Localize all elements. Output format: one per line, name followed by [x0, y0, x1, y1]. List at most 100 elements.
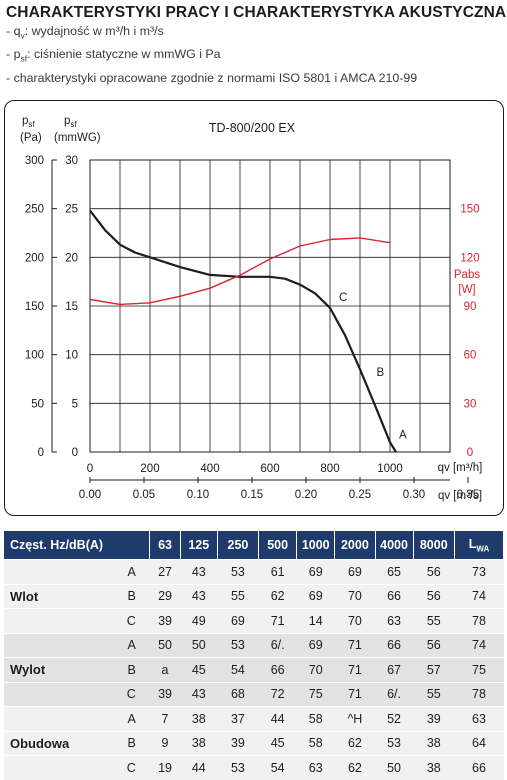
value-cell: 55: [413, 608, 455, 633]
value-cell: 38: [413, 755, 455, 780]
power-curve: [89, 237, 391, 306]
value-cell: 53: [375, 730, 414, 756]
mmwg-tick-label: 25: [65, 204, 78, 216]
value-cell: 39: [149, 681, 181, 707]
note-standards: - charakterystyki opracowane zgodnie z n…: [6, 70, 418, 85]
value-cell: 78: [454, 681, 504, 707]
value-cell: 69: [296, 632, 335, 658]
header-cell: 250: [217, 531, 260, 560]
value-cell: 43: [180, 559, 218, 584]
table-row: Wlot B 29 43 55 62 69 70 66 56 74: [4, 583, 504, 609]
note-qv: - qv: wydajność w m³/h i m³/s: [6, 24, 164, 41]
value-cell: 14: [296, 608, 335, 633]
watt-tick-label: 150: [460, 204, 479, 216]
value-cell: 56: [413, 559, 455, 584]
watt-tick-label: 0: [467, 447, 473, 459]
point-label-a: A: [399, 429, 407, 441]
mmwg-tick-label: 15: [65, 301, 78, 313]
value-cell: 44: [258, 706, 297, 731]
value-cell: 63: [454, 706, 504, 731]
value-cell: 66: [375, 583, 414, 609]
value-cell: 58: [296, 730, 335, 756]
value-cell: 54: [258, 755, 297, 780]
value-cell: 39: [217, 730, 259, 756]
pa-tick-label: 100: [25, 350, 44, 362]
value-cell: 70: [296, 657, 335, 682]
value-cell: 67: [375, 657, 414, 682]
value-cell: 66: [375, 632, 414, 658]
x-tick-label: 800: [320, 463, 339, 475]
mmwg-tick-label: 10: [65, 350, 78, 362]
x2-tick-label: 0.20: [295, 489, 317, 501]
group-label: [4, 608, 100, 633]
x-tick-label: 600: [260, 463, 279, 475]
point-label-c: C: [339, 292, 347, 304]
pa-tick-label: 300: [25, 155, 44, 167]
value-cell: 44: [180, 755, 218, 780]
value-cell: a: [149, 657, 181, 682]
value-cell: 9: [149, 730, 181, 756]
value-cell: 73: [454, 559, 504, 584]
value-cell: 53: [217, 755, 259, 780]
value-cell: 6/.: [375, 681, 414, 707]
value-cell: 75: [296, 681, 335, 707]
value-cell: 62: [258, 583, 297, 609]
value-cell: 29: [149, 583, 181, 609]
value-cell: 66: [258, 657, 297, 682]
value-cell: 69: [296, 583, 335, 609]
watt-tick-label: 60: [464, 350, 477, 362]
operating-point-cell: A: [99, 632, 150, 658]
x2-axis-label: qv [m³/s]: [438, 490, 482, 502]
value-cell: 52: [375, 706, 414, 731]
watt-tick-label: 90: [464, 301, 477, 313]
value-cell: 57: [413, 657, 455, 682]
value-cell: 62: [334, 730, 376, 756]
value-cell: 69: [334, 559, 376, 584]
value-cell: 53: [217, 559, 259, 584]
watt-tick-label: 30: [464, 398, 477, 410]
operating-point-cell: C: [99, 608, 150, 633]
table-header-row: Częst. Hz/dB(A) 63 125 250 500 1000 2000…: [4, 531, 505, 560]
value-cell: 68: [217, 681, 259, 707]
value-cell: 71: [334, 681, 376, 707]
group-label: Obudowa: [4, 730, 100, 756]
performance-chart: 0501001502002503000510152025300306090120…: [20, 115, 482, 502]
value-cell: 71: [258, 608, 297, 633]
pa-tick-label: 50: [31, 398, 44, 410]
group-label: [4, 755, 100, 780]
value-cell: 74: [454, 632, 504, 658]
y-right-label: Pabs: [454, 269, 480, 281]
operating-point-cell: A: [99, 559, 150, 584]
group-label: [4, 681, 100, 707]
value-cell: 45: [180, 657, 218, 682]
x2-tick-label: 0.00: [79, 489, 101, 501]
value-cell: 64: [454, 730, 504, 756]
table-row: A 7 38 37 44 58 ^H 52 39 63: [4, 706, 504, 731]
group-label: Wlot: [4, 583, 100, 609]
table-row: C 39 43 68 72 75 71 6/. 55 78: [4, 681, 504, 707]
point-label-b: B: [377, 367, 385, 379]
table-row: Obudowa B 9 38 39 45 58 62 53 38 64: [4, 730, 504, 756]
note-psf: - psf: ciśnienie statyczne w mmWG i Pa: [6, 47, 221, 64]
header-cell: 500: [258, 531, 298, 560]
y-mid-label: psf: [64, 115, 77, 129]
value-cell: 66: [454, 755, 504, 780]
value-cell: 62: [334, 755, 376, 780]
operating-point-cell: A: [99, 706, 150, 731]
pa-tick-label: 200: [25, 252, 44, 264]
pa-tick-label: 150: [25, 301, 44, 313]
operating-point-cell: C: [99, 755, 150, 780]
value-cell: 50: [180, 632, 218, 658]
group-label: [4, 559, 100, 584]
value-cell: 55: [217, 583, 259, 609]
value-cell: 43: [180, 583, 218, 609]
x2-tick-label: 0.30: [403, 489, 425, 501]
value-cell: 27: [149, 559, 181, 584]
value-cell: 6/.: [258, 632, 297, 658]
y-left-unit: (Pa): [20, 132, 42, 144]
value-cell: 56: [413, 583, 455, 609]
x2-tick-label: 0.15: [241, 489, 263, 501]
operating-point-cell: C: [99, 681, 150, 707]
pa-tick-label: 0: [38, 447, 44, 459]
